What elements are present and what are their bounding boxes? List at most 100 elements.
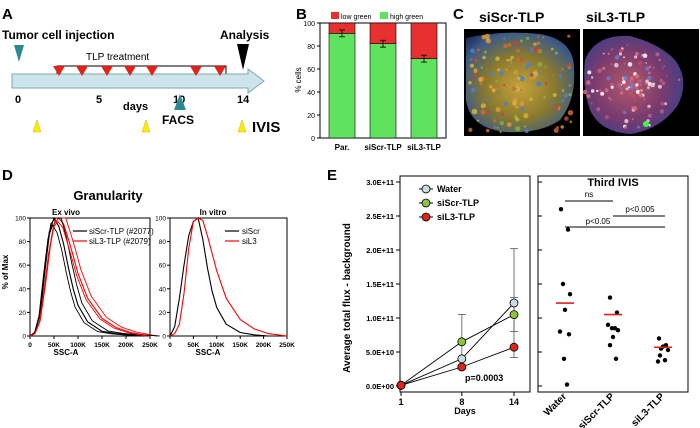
- d-right-ytick-label: 40: [159, 286, 167, 293]
- cell-nucleus: [620, 87, 623, 90]
- cell-nucleus: [590, 102, 593, 105]
- cell-nucleus: [520, 106, 525, 111]
- cell-nucleus: [515, 87, 518, 90]
- cell-nucleus: [623, 75, 628, 81]
- cell-nucleus: [638, 92, 642, 97]
- b-ytick-label: 0: [311, 136, 315, 143]
- cell-nucleus: [659, 109, 665, 114]
- cell-nucleus: [658, 58, 662, 62]
- cell-nucleus: [600, 91, 605, 96]
- cell-nucleus: [661, 81, 666, 86]
- cell-nucleus: [515, 105, 519, 109]
- d-left-xlabel: SSC-A: [54, 348, 79, 357]
- d-right-frame: [169, 217, 288, 337]
- cell-nucleus: [519, 76, 525, 82]
- cell-nucleus: [647, 75, 652, 80]
- cell-nucleus: [525, 61, 531, 67]
- cell-nucleus: [499, 130, 502, 133]
- e-scatter-point-0: [562, 307, 568, 312]
- cell-nucleus: [665, 74, 668, 77]
- e-point-1-1: [457, 337, 467, 347]
- b-ytick-label: 20: [307, 113, 315, 120]
- cell-nucleus: [623, 62, 626, 65]
- tick-14: 14: [237, 94, 250, 106]
- cell-nucleus: [624, 126, 628, 130]
- d-right-ytick-label: 60: [159, 263, 167, 270]
- d-left-ytick-label: 0: [22, 334, 26, 341]
- cell-nucleus: [660, 101, 665, 106]
- e-scatter-point-0: [557, 329, 563, 334]
- d-right-legend-2: siL3: [242, 237, 257, 246]
- panel-d-letter: D: [2, 167, 13, 184]
- cell-nucleus: [560, 125, 564, 129]
- cell-nucleus: [561, 67, 564, 71]
- cell-nucleus: [614, 55, 620, 60]
- cell-nucleus: [648, 124, 651, 127]
- cell-nucleus: [468, 81, 472, 85]
- cell-nucleus: [614, 62, 619, 68]
- cell-nucleus: [632, 105, 638, 111]
- cell-nucleus: [529, 77, 533, 80]
- d-right-series-1: [169, 217, 288, 337]
- sig-ns: ns: [585, 190, 593, 199]
- cell-nucleus: [637, 78, 643, 84]
- cell-nucleus: [526, 89, 530, 92]
- cell-nucleus: [495, 56, 500, 61]
- cell-nucleus: [483, 50, 487, 54]
- e-point-0-2: [509, 298, 519, 308]
- e-scatter-point-0: [567, 292, 573, 297]
- e-legend-dot-sil3: [421, 212, 431, 222]
- b-categories: Par. siScr-TLP siL3-TLP: [335, 143, 442, 152]
- cell-nucleus: [561, 98, 565, 103]
- cell-nucleus: [618, 48, 624, 54]
- cell-nucleus: [506, 122, 512, 127]
- cell-nucleus: [635, 89, 641, 94]
- d-left-plot: 0 20 40 60 80 100 0 50K 100K 150K 200K 250K: [15, 216, 160, 349]
- cell-nucleus: [655, 52, 660, 57]
- cell-nucleus: [506, 58, 509, 62]
- b-ytick-label: 80: [307, 44, 315, 51]
- cell-nucleus: [653, 82, 655, 85]
- cell-nucleus: [470, 87, 476, 93]
- cell-nucleus: [568, 84, 571, 87]
- e-scatter-point-0: [566, 332, 572, 337]
- legend-swatch-low: [331, 12, 339, 19]
- cell-nucleus: [529, 47, 535, 52]
- cell-nucleus: [563, 93, 569, 98]
- cell-nucleus: [529, 97, 533, 102]
- cell-nucleus: [677, 78, 681, 82]
- cell-nucleus: [640, 55, 643, 58]
- cell-nucleus: [628, 86, 631, 89]
- cell-nucleus: [544, 81, 548, 85]
- d-left-xtick-label: 50K: [48, 342, 60, 349]
- cell-nucleus: [491, 88, 496, 93]
- d-left-ytick-label: 100: [15, 216, 26, 223]
- cell-nucleus: [507, 42, 512, 47]
- analysis-label: Analysis: [220, 28, 270, 42]
- cell-nucleus: [493, 84, 498, 89]
- cell-nucleus: [624, 119, 629, 124]
- e-legend-dot-siscr: [421, 198, 431, 208]
- e-scatter-point-2: [662, 358, 668, 363]
- cell-nucleus: [640, 89, 643, 92]
- cell-nucleus: [513, 40, 519, 46]
- cell-nucleus: [606, 76, 611, 81]
- cell-nucleus: [550, 47, 554, 51]
- cell-nucleus: [652, 66, 655, 69]
- cell-nucleus: [555, 125, 560, 130]
- cell-nucleus: [641, 54, 643, 56]
- d-left-ytick-label: 80: [19, 239, 27, 246]
- cell-nucleus: [503, 83, 506, 87]
- panel-a: A Tumor cell injection TLP treatment Ana…: [2, 6, 280, 136]
- cell-nucleus: [514, 86, 521, 92]
- e-scatter-point-1: [615, 328, 621, 333]
- bar-high-1: [369, 43, 397, 139]
- bar-high-0: [328, 33, 356, 139]
- cell-nucleus: [479, 81, 483, 86]
- cell-nucleus: [568, 92, 572, 97]
- cell-nucleus: [542, 36, 545, 39]
- b-ytick-label: 100: [303, 21, 315, 28]
- cell-nucleus: [536, 81, 542, 87]
- panel-e: E Average total flux - background 0.0E+0…: [327, 167, 689, 428]
- e-scatter-point-0: [561, 356, 567, 361]
